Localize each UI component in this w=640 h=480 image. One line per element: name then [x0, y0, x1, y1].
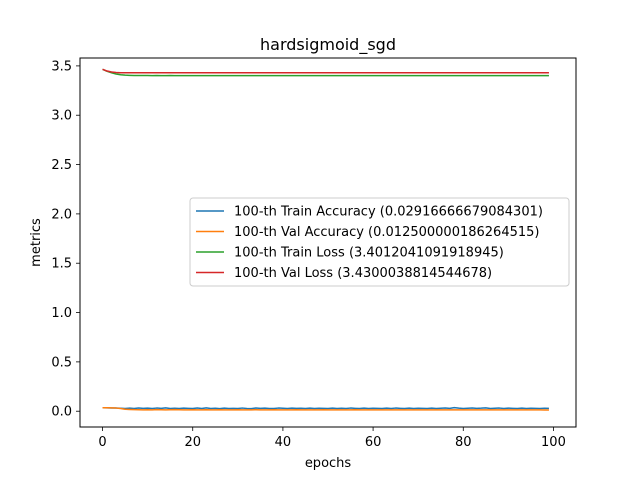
- plot-frame: [79, 57, 577, 428]
- series-line-2: [102, 407, 549, 411]
- series-line-4: [102, 68, 549, 74]
- x-tick-label: 20: [184, 435, 201, 450]
- y-tick-label: 0.5: [51, 355, 72, 370]
- legend-label-1: 100-th Train Accuracy (0.029166666790843…: [234, 205, 543, 220]
- y-tick-label: 1.5: [51, 257, 72, 272]
- legend-frame: [189, 197, 570, 287]
- x-tick-label: 60: [365, 435, 382, 450]
- chart-title: hardsigmoid_sgd: [260, 35, 396, 55]
- y-tick-label: 2.0: [51, 207, 72, 222]
- x-axis-label: epochs: [305, 456, 352, 471]
- series-line-1: [102, 406, 549, 410]
- x-tick-label: 0: [98, 435, 106, 450]
- legend-label-3: 100-th Train Loss (3.4012041091918945): [234, 246, 504, 261]
- legend-label-2: 100-th Val Accuracy (0.01250000018626451…: [234, 225, 539, 240]
- y-tick-label: 2.5: [51, 158, 72, 173]
- x-axis-ticks: 0 20 40 60 80 100: [98, 427, 566, 450]
- y-tick-label: 3.5: [51, 59, 72, 74]
- y-tick-label: 3.0: [51, 109, 72, 124]
- y-tick-label: 1.0: [51, 306, 72, 321]
- series-line-3: [102, 68, 549, 77]
- y-tick-label: 0.0: [51, 405, 72, 420]
- x-tick-label: 80: [455, 435, 472, 450]
- x-tick-label: 100: [541, 435, 566, 450]
- y-axis-ticks: 0.0 0.5 1.0 1.5 2.0 2.5 3.0 3.5: [51, 59, 80, 420]
- legend-label-4: 100-th Val Loss (3.4300038814544678): [234, 266, 492, 281]
- x-tick-label: 40: [275, 435, 292, 450]
- y-axis-label: metrics: [29, 218, 44, 267]
- series-layer: [102, 68, 549, 411]
- legend: 100-th Train Accuracy (0.029166666790843…: [189, 197, 570, 287]
